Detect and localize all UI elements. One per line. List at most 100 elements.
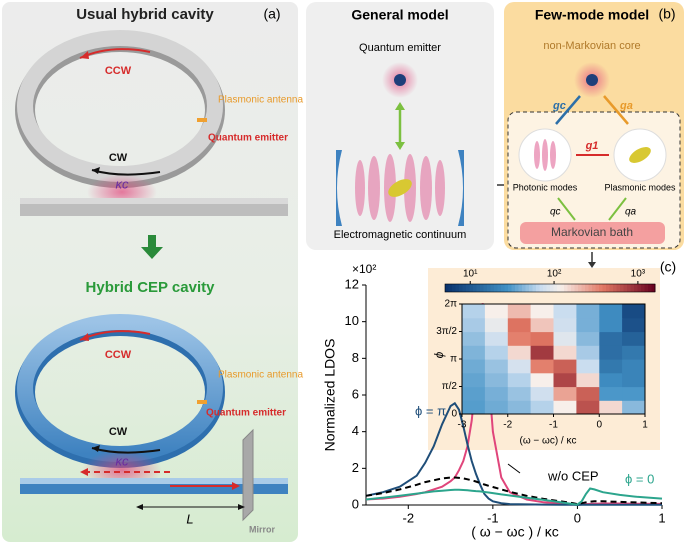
colorbar-swatch	[651, 284, 656, 292]
heat-cell	[484, 386, 509, 401]
y-tick-label: 3π/2	[436, 326, 457, 337]
y-tick-label: 12	[345, 276, 359, 291]
heat-cell	[462, 345, 486, 360]
x-tick-label: -2	[503, 420, 512, 431]
arrow	[92, 445, 100, 452]
heat-cell	[599, 331, 623, 346]
heat-cell	[599, 359, 623, 374]
antenna-label: Plasmonic antenna	[218, 370, 303, 381]
heat-cell	[553, 345, 577, 360]
panel-label: (a)	[263, 6, 280, 22]
series-line	[365, 476, 663, 506]
coupling-arrow	[608, 197, 627, 221]
y-tick-label: 2π	[445, 299, 458, 310]
antenna	[629, 147, 651, 163]
heat-cell	[462, 331, 486, 346]
colorbar-frame	[444, 283, 656, 293]
colorbar-swatch	[515, 284, 519, 292]
heat-cell	[484, 304, 509, 319]
heat-cell	[622, 317, 646, 333]
x-tick-label: -3	[458, 420, 467, 431]
heat-cell	[530, 386, 554, 401]
arrow	[80, 468, 88, 476]
title: Usual hybrid cavity	[76, 6, 214, 23]
x-tick-label: -2	[403, 510, 415, 525]
title: Hybrid CEP cavity	[86, 279, 216, 296]
heat-cell	[622, 372, 646, 388]
arrow	[232, 482, 240, 490]
y-tick-label: π	[450, 354, 457, 365]
heat-cell	[553, 372, 577, 388]
colorbar-swatch	[588, 284, 593, 292]
colorbar-swatch	[623, 284, 628, 292]
y-tick-label: 10	[345, 313, 359, 328]
heat-cell	[530, 331, 554, 346]
colorbar-swatch	[525, 284, 530, 292]
cavity-mirror	[458, 150, 464, 226]
antenna	[197, 118, 207, 122]
colorbar-swatch	[462, 284, 467, 292]
q-a: qa	[625, 207, 637, 218]
colorbar-swatch	[494, 284, 498, 292]
colorbar-swatch	[455, 284, 460, 292]
inset-y-label: ϕ	[432, 351, 446, 358]
heat-cell	[484, 345, 509, 360]
colorbar-swatch	[543, 284, 547, 292]
colorbar-tick-label: 10²	[547, 269, 562, 280]
colorbar-swatch	[445, 284, 449, 292]
waveguide	[20, 478, 288, 484]
colorbar-swatch	[599, 284, 603, 292]
heat-cell	[553, 317, 577, 333]
title: Few-mode model	[535, 7, 649, 23]
heat-cell	[576, 400, 600, 415]
colorbar-swatch	[574, 284, 579, 292]
heat-cell	[530, 304, 554, 319]
colorbar-swatch	[480, 284, 484, 292]
heat-cell	[507, 386, 532, 401]
heat-cell	[576, 359, 600, 374]
antenna	[197, 400, 207, 404]
colorbar-swatch	[473, 284, 477, 292]
heat-cell	[530, 345, 554, 360]
panel-c: (c) ×10² Normalized LDOS ( ω − ωc ) / κc…	[322, 259, 676, 540]
emitter-label: Quantum emitter	[208, 133, 288, 144]
mirror-label: Mirror	[249, 524, 276, 534]
heat-cell	[507, 317, 532, 333]
colorbar-swatch	[571, 284, 575, 292]
mode-label: Plasmonic modes	[604, 182, 676, 192]
colorbar-swatch	[627, 284, 631, 292]
q-c: qc	[550, 207, 561, 218]
colorbar-swatch	[595, 284, 600, 292]
heat-cell	[462, 372, 486, 388]
series-label: ϕ = π	[415, 403, 446, 418]
heat-cell	[576, 304, 600, 319]
y-tick-label: 0	[451, 409, 457, 420]
heat-cell	[599, 304, 623, 319]
y-tick-label: 0	[352, 496, 359, 511]
pointer	[507, 463, 521, 474]
series-line	[365, 401, 662, 507]
heat-cell	[599, 386, 623, 401]
colorbar-tick-label: 10³	[631, 269, 646, 280]
colorbar-swatch	[532, 284, 537, 292]
colorbar-swatch	[557, 284, 561, 292]
colorbar-swatch	[469, 284, 474, 292]
colorbar-swatch	[609, 284, 614, 292]
heat-cell	[507, 400, 532, 415]
colorbar-swatch	[648, 284, 652, 292]
colorbar-swatch	[490, 284, 495, 292]
series-line	[365, 487, 663, 506]
heat-cell	[622, 331, 646, 346]
core-label: non-Markovian core	[543, 40, 640, 52]
emitter	[586, 74, 598, 86]
heat-cell	[576, 317, 600, 333]
heat-cell	[484, 372, 509, 388]
colorbar-swatch	[581, 284, 586, 292]
arrow	[588, 262, 596, 268]
heat-cell	[507, 359, 532, 374]
antenna-label: Plasmonic antenna	[218, 95, 303, 106]
mode-label: Photonic modes	[513, 182, 578, 192]
heat-cell	[462, 386, 486, 401]
y-tick-label: 6	[352, 386, 359, 401]
